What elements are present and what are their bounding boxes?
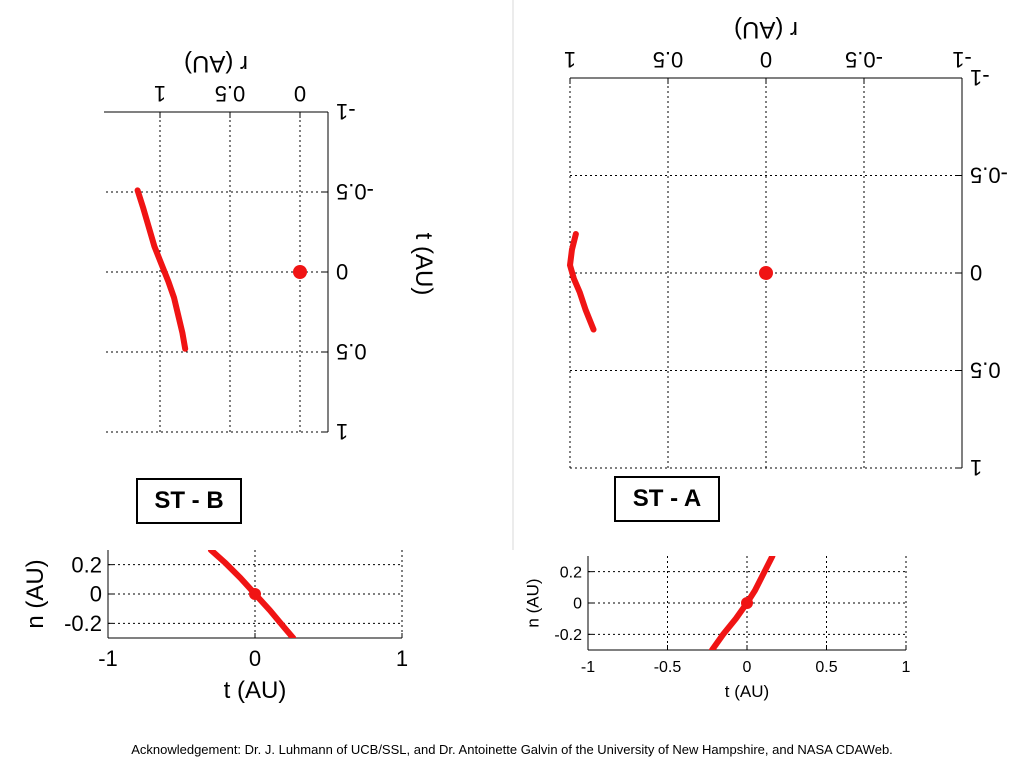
sta-top-curve xyxy=(566,231,597,333)
stb-top-y-tick-label: 0 xyxy=(336,259,348,284)
stb-top-x-tick-label: 0 xyxy=(294,81,306,106)
stb-top-panel: 0 0.5 1 -1 -0.5 0 0.5 1 r (AU) t (AU) xyxy=(104,50,437,444)
sta-side-x-tick-label: -0.5 xyxy=(654,659,682,676)
stb-top-y-tick-label: -1 xyxy=(336,99,356,124)
sta-top-y-tick-label: 1 xyxy=(970,455,982,480)
sta-top-y-tick-label: 0 xyxy=(970,260,982,285)
sta-top-panel: -1 -0.5 0 0.5 1 -1 -0.5 0 0.5 1 r (AU) xyxy=(564,16,1008,480)
sta-side-x-tick-label: 1 xyxy=(902,659,911,676)
stb-side-panel: -1 0 1 0.2 0 -0.2 t (AU) n (AU) xyxy=(22,550,408,704)
stb-side-y-tick-label: 0 xyxy=(90,582,102,607)
sta-top-x-tick-label: 0 xyxy=(760,47,772,72)
stb-top-y-tick-label: 0.5 xyxy=(336,339,367,364)
sta-side-y-tick-label: 0 xyxy=(573,596,582,613)
stb-side-x-tick-label: 0 xyxy=(249,646,261,671)
stb-top-curve xyxy=(134,187,189,352)
sta-side-x-tick-label: 0.5 xyxy=(815,659,837,676)
stb-top-xlabel: r (AU) xyxy=(184,50,248,77)
sta-top-x-tick-label: 1 xyxy=(564,47,576,72)
sta-top-xlabel: r (AU) xyxy=(734,16,798,43)
sta-side-x-tick-label: -1 xyxy=(581,659,595,676)
stb-side-y-tick-label: -0.2 xyxy=(64,611,102,636)
stb-top-x-tick-label: 0.5 xyxy=(215,81,246,106)
stb-side-xlabel: t (AU) xyxy=(224,677,287,704)
sta-side-x-tick-label: 0 xyxy=(743,659,752,676)
sta-label: ST - A xyxy=(614,476,720,522)
stb-top-x-tick-label: 1 xyxy=(154,81,166,106)
sta-side-ylabel: n (AU) xyxy=(523,578,542,627)
sta-top-y-tick-label: 0.5 xyxy=(970,358,1001,383)
stb-top-sun-dot xyxy=(293,265,307,279)
stb-label: ST - B xyxy=(136,478,242,524)
stb-top-y-tick-label: -0.5 xyxy=(336,179,374,204)
sta-side-y-tick-label: -0.2 xyxy=(554,627,582,644)
stb-side-x-tick-label: -1 xyxy=(98,646,118,671)
stb-side-sun-dot xyxy=(249,588,261,600)
stb-top-ylabel: t (AU) xyxy=(410,233,437,296)
stb-side-y-tick-label: 0.2 xyxy=(71,552,102,577)
stb-top-y-tick-label: 1 xyxy=(336,419,348,444)
acknowledgement-text: Acknowledgement: Dr. J. Luhmann of UCB/S… xyxy=(131,742,893,757)
stb-side-ylabel: n (AU) xyxy=(22,559,49,628)
sta-top-x-tick-label: 0.5 xyxy=(653,47,684,72)
sta-side-sun-dot xyxy=(741,597,753,609)
sta-top-x-tick-label: -0.5 xyxy=(845,47,883,72)
sta-top-sun-dot xyxy=(759,266,773,280)
sta-side-y-tick-label: 0.2 xyxy=(560,564,582,581)
sta-side-panel: -1 -0.5 0 0.5 1 0.2 0 -0.2 t (AU) n (AU) xyxy=(523,556,911,701)
sta-top-y-tick-label: -1 xyxy=(970,65,990,90)
stb-side-x-tick-label: 1 xyxy=(396,646,408,671)
sta-top-y-tick-label: -0.5 xyxy=(970,163,1008,188)
sta-top-x-tick-label: -1 xyxy=(952,47,972,72)
sta-side-xlabel: t (AU) xyxy=(725,682,769,701)
